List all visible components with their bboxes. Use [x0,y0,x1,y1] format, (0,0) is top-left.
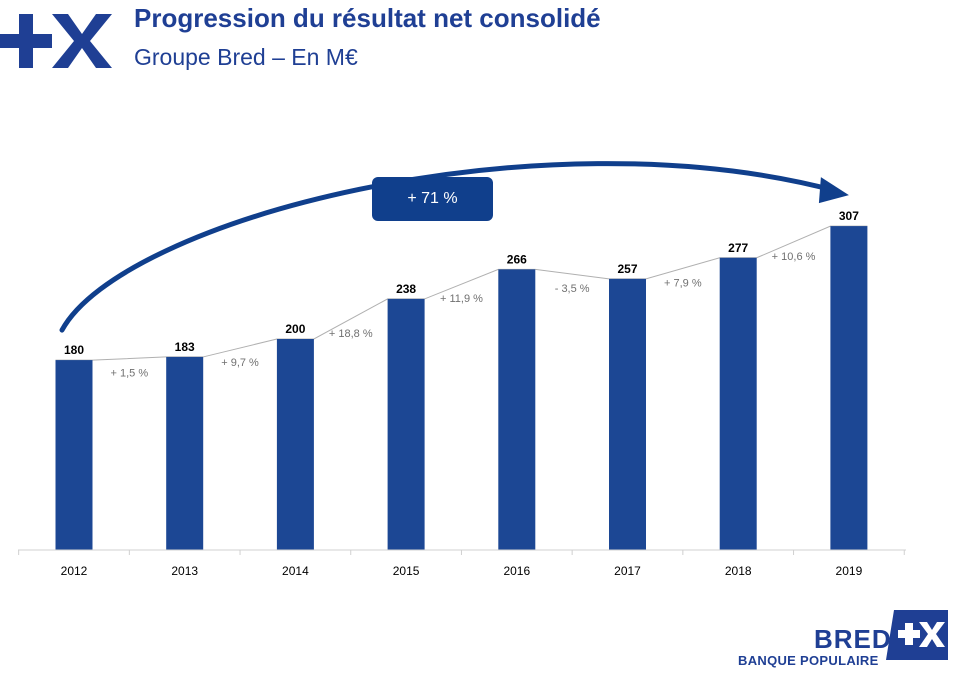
growth-label: + 1,5 % [111,368,149,380]
value-label: 238 [396,282,416,296]
growth-label: + 18,8 % [329,328,373,340]
brand-logo: BRED BANQUE POPULAIRE [736,610,948,670]
value-label: 307 [839,209,859,223]
value-label: 257 [617,262,637,276]
arrow-head-icon [818,177,849,204]
growth-label: + 9,7 % [221,357,259,369]
page-title: Progression du résultat net consolidé [134,3,601,33]
x-tick-label: 2018 [725,564,752,578]
total-growth-label: + 71 % [407,190,458,207]
growth-label: + 7,9 % [664,277,702,289]
brand-plus-x-icon [886,610,948,660]
brand-subtitle: BANQUE POPULAIRE [738,653,879,668]
value-label: 180 [64,343,84,357]
value-label: 200 [285,322,305,336]
bar-2013 [166,356,204,550]
total-growth-arrow [59,161,840,333]
x-tick-label: 2019 [836,564,863,578]
plus-x-logo-icon [0,14,112,68]
x-tick-label: 2014 [282,564,309,578]
x-tick-label: 2013 [171,564,198,578]
bar-2019 [830,226,868,551]
x-tick-label: 2016 [503,564,530,578]
bar-2014 [276,339,314,550]
bar-2016 [498,269,536,550]
bar-2017 [609,278,646,550]
growth-label: - 3,5 % [555,283,590,295]
growth-label: + 11,9 % [440,293,483,305]
value-label: 183 [175,340,195,354]
x-tick-label: 2015 [393,564,420,578]
growth-label: + 10,6 % [772,251,816,263]
bar-2012 [55,360,93,550]
brand-name: BRED [814,624,892,654]
bar-2015 [387,298,425,550]
value-label: 277 [728,241,748,255]
x-tick-label: 2017 [614,564,641,578]
page-subtitle: Groupe Bred – En M€ [134,44,358,70]
x-tick-label: 2012 [61,564,88,578]
value-label: 266 [507,252,527,266]
bar-2018 [719,257,757,550]
total-growth-callout: + 71 % [372,177,493,221]
